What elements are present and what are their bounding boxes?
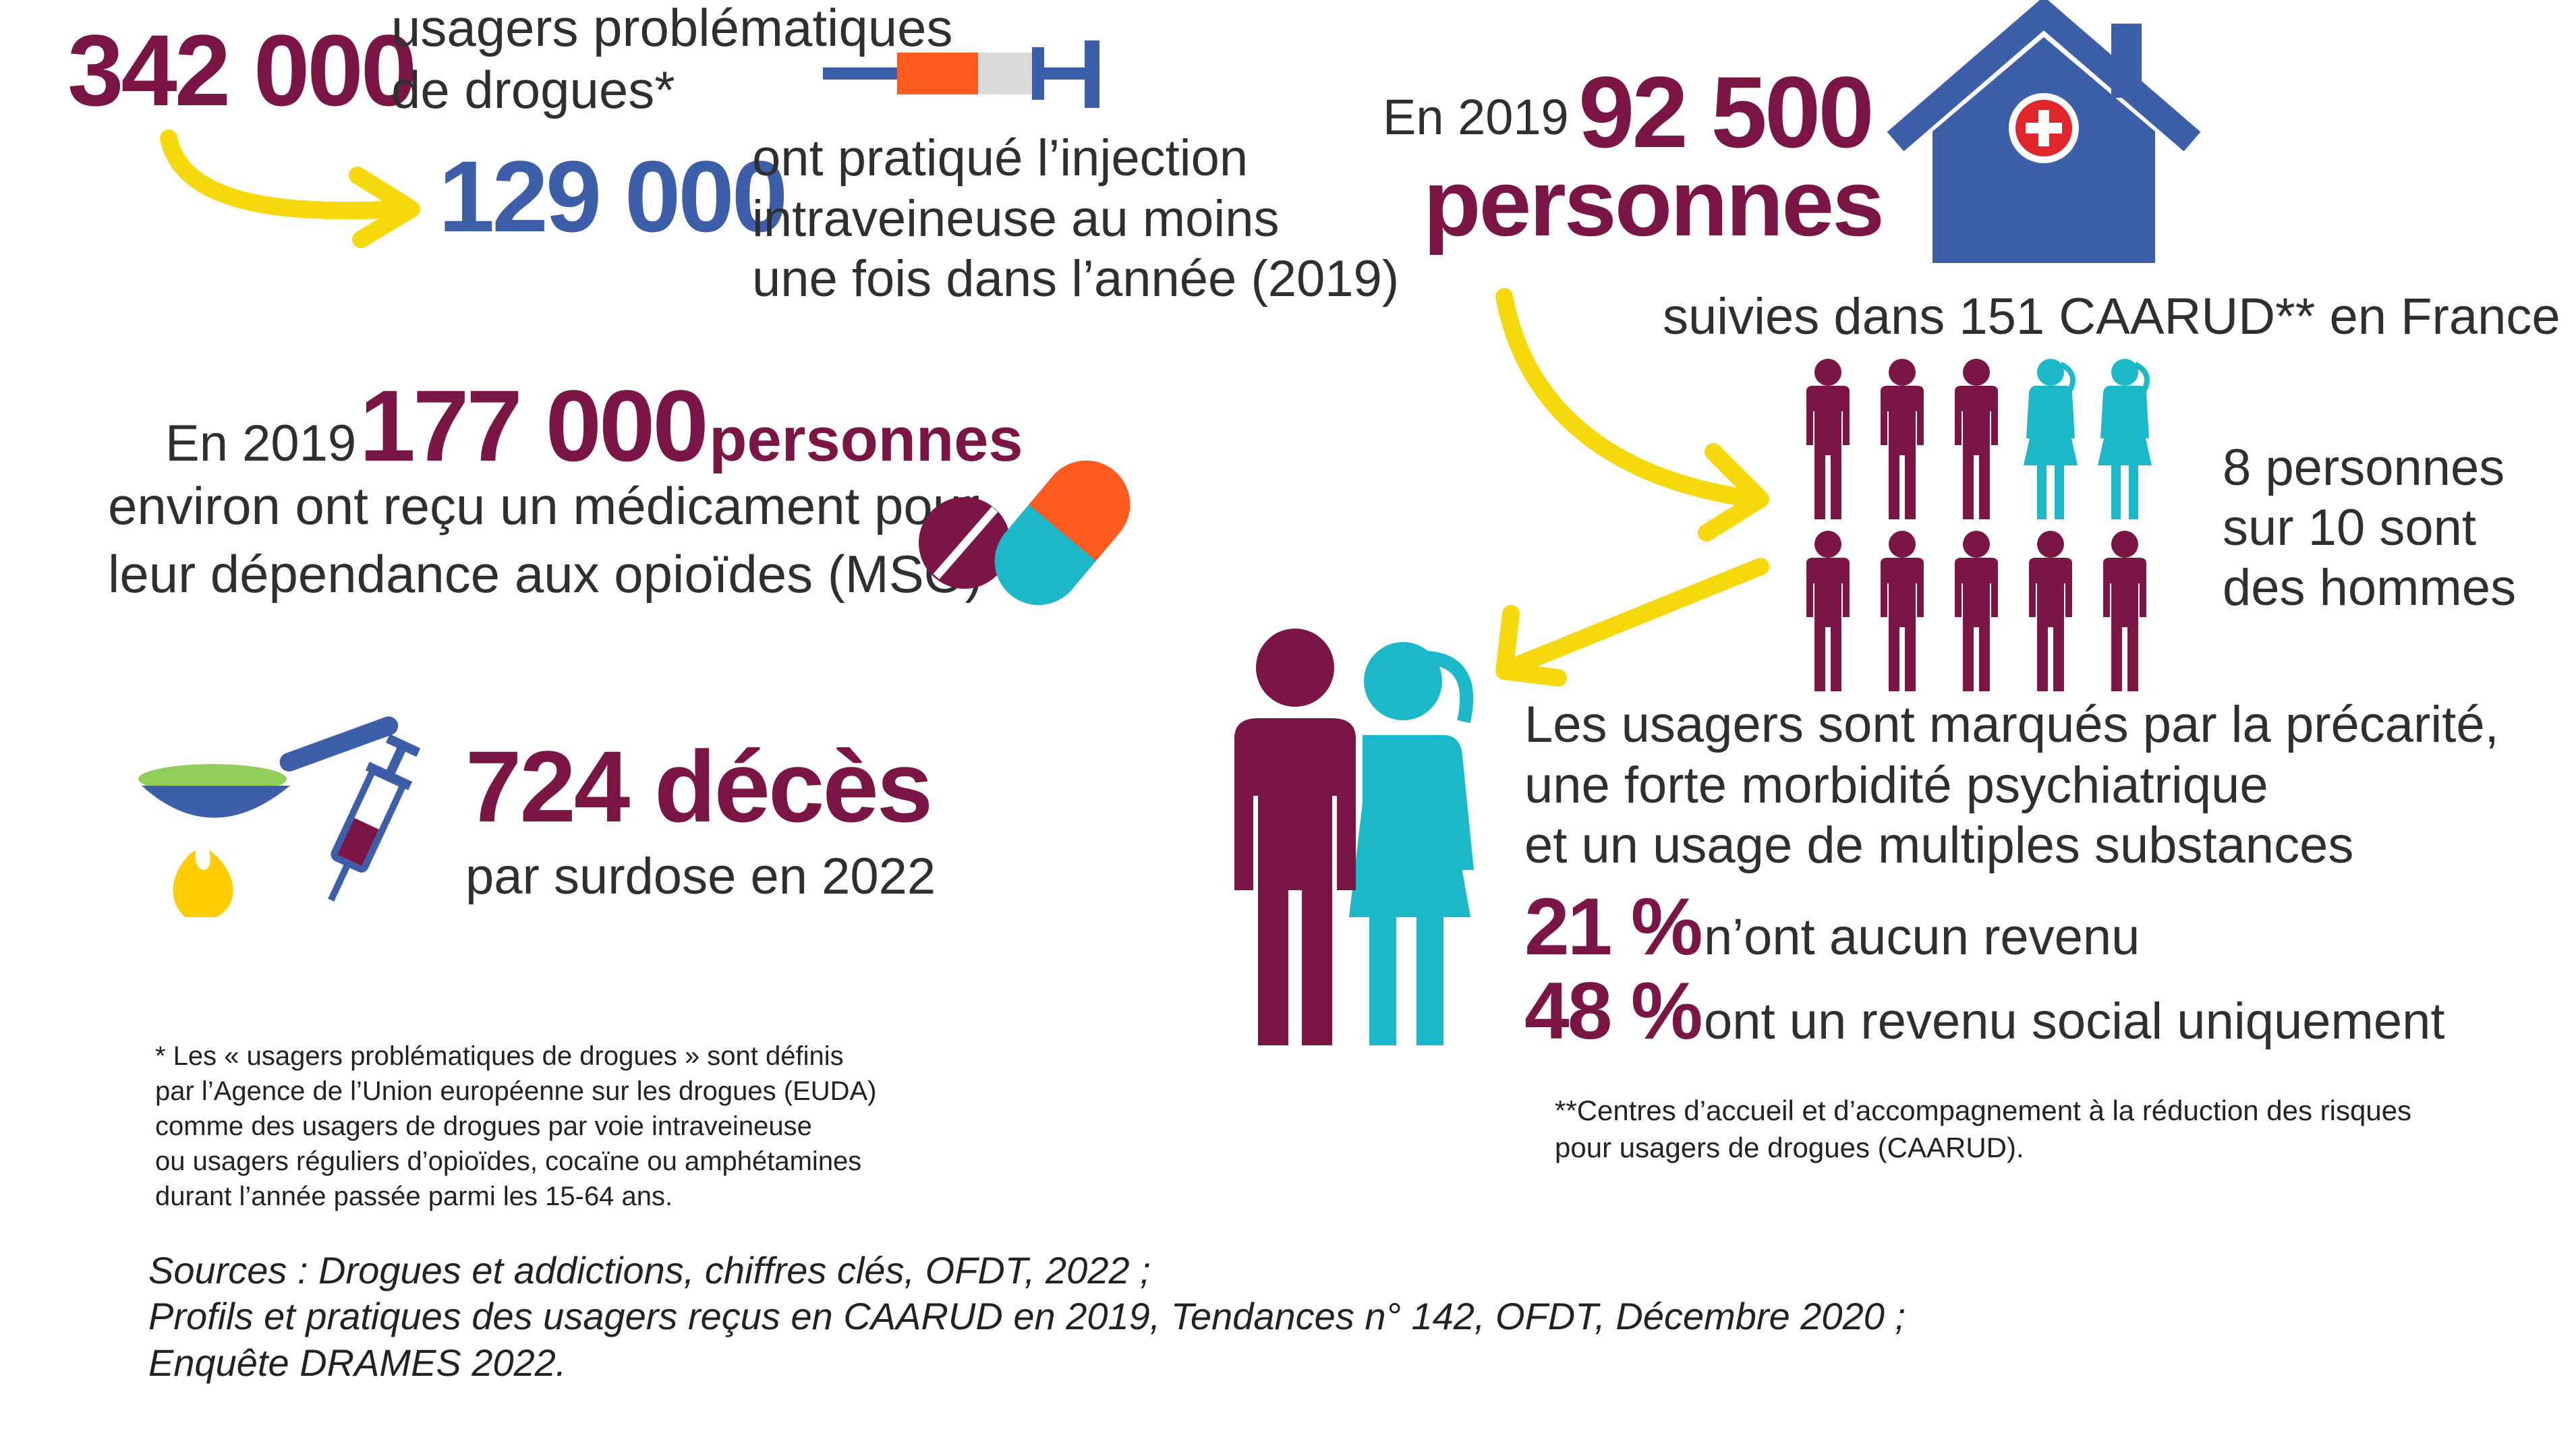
gender-ratio-line1: 8 personnes [2223,439,2505,496]
stat-caarud-followed: suivies dans 151 CAARUD** en France [1663,288,2560,345]
precarity-stat1-value: 21 % [1524,881,1703,972]
spoon-flame-syringe-icon [138,716,421,917]
stat-injection-line1: ont pratiqué l’injection [752,129,1249,187]
pill-capsule-icon [919,460,1130,606]
sources-line2: Profils et pratiques des usagers reçus e… [148,1295,1906,1338]
footnote-caarud-line1: **Centres d’accueil et d’accompagnement … [1555,1095,2412,1126]
sources: Sources : Drogues et addictions, chiffre… [148,1248,1906,1386]
arrow-icon [160,129,420,248]
stat-deaths-text: par surdose en 2022 [465,848,936,905]
precarity-line1: Les usagers sont marqués par la précarit… [1524,696,2499,753]
stat-caarud-unit: personnes [1423,150,1885,256]
gender-ratio-line3: des hommes [2223,558,2517,616]
footnote-euda-line1: * Les « usagers problématiques de drogue… [155,1041,844,1071]
stat-users-number: 342 000 [67,13,417,127]
precarity-line2: une forte morbidité psychiatrique [1524,756,2268,814]
stat-deaths-number: 724 décès [465,730,933,843]
footnote-euda: * Les « usagers problématiques de drogue… [155,1039,877,1214]
stat-mso-number: 177 000 [359,369,709,482]
house-medical-icon [1887,0,2201,263]
gender-ratio-line2: sur 10 sont [2223,498,2476,556]
footnote-euda-line5: durant l’année passée parmi les 15-64 an… [155,1182,673,1211]
footnote-euda-line4: ou usagers réguliers d’opioïdes, cocaïne… [155,1146,862,1176]
precarity-stat2-value: 48 % [1524,966,1703,1056]
stat-injection-line3: une fois dans l’année (2019) [752,250,1400,308]
stat-mso-unit: personnes [709,405,1023,474]
footnote-euda-line2: par l’Agence de l’Union européenne sur l… [155,1076,877,1106]
stat-mso-line1: environ ont reçu un médicament pour [108,476,980,535]
stat-injection-line2: intraveineuse au moins [752,190,1280,248]
precarity-stat-1: 21 % n’ont aucun revenu [1524,880,2140,973]
precarity-stat-2: 48 % ont un revenu social uniquement [1524,964,2444,1057]
footnote-euda-line3: comme des usagers de drogues par voie in… [155,1111,812,1141]
footnote-caarud: **Centres d’accueil et d’accompagnement … [1555,1093,2411,1166]
stat-users-text-line1: usagers problématiques [391,0,953,57]
stat-injection-text: ont pratiqué l’injection intraveineuse a… [752,128,1399,310]
stat-caarud-number: 92 500 [1578,55,1874,169]
stat-mso-heading: En 2019 177 000 personnes [165,368,1023,484]
precarity-text: Les usagers sont marqués par la précarit… [1524,695,2499,876]
arrow-icon [1495,288,1769,542]
stat-injection-number: 129 000 [438,140,788,253]
syringe-icon [823,40,1099,108]
stat-caarud-prefix: En 2019 [1383,89,1569,145]
sources-line3: Enquête DRAMES 2022. [148,1341,567,1384]
gender-ratio-text: 8 personnes sur 10 sont des hommes [2223,438,2516,618]
precarity-line3: et un usage de multiples substances [1524,817,2354,875]
man-woman-icon [1234,629,1474,1045]
stat-mso-prefix: En 2019 [165,415,357,472]
stat-mso-text: environ ont reçu un médicament pour leur… [108,472,982,609]
sources-line1: Sources : Drogues et addictions, chiffre… [148,1249,1151,1291]
arrow-icon [1495,558,1769,687]
stat-users-text: usagers problématiques de drogues* [391,0,952,121]
precarity-stat2-text: ont un revenu social uniquement [1703,993,2445,1050]
stat-users-text-line2: de drogues* [391,60,675,120]
stat-mso-line2: leur dépendance aux opioïdes (MSO) [108,544,983,604]
precarity-stat1-text: n’ont aucun revenu [1703,908,2140,966]
people-grid-icon [1806,357,2199,691]
footnote-caarud-line2: pour usagers de drogues (CAARUD). [1555,1131,2024,1163]
